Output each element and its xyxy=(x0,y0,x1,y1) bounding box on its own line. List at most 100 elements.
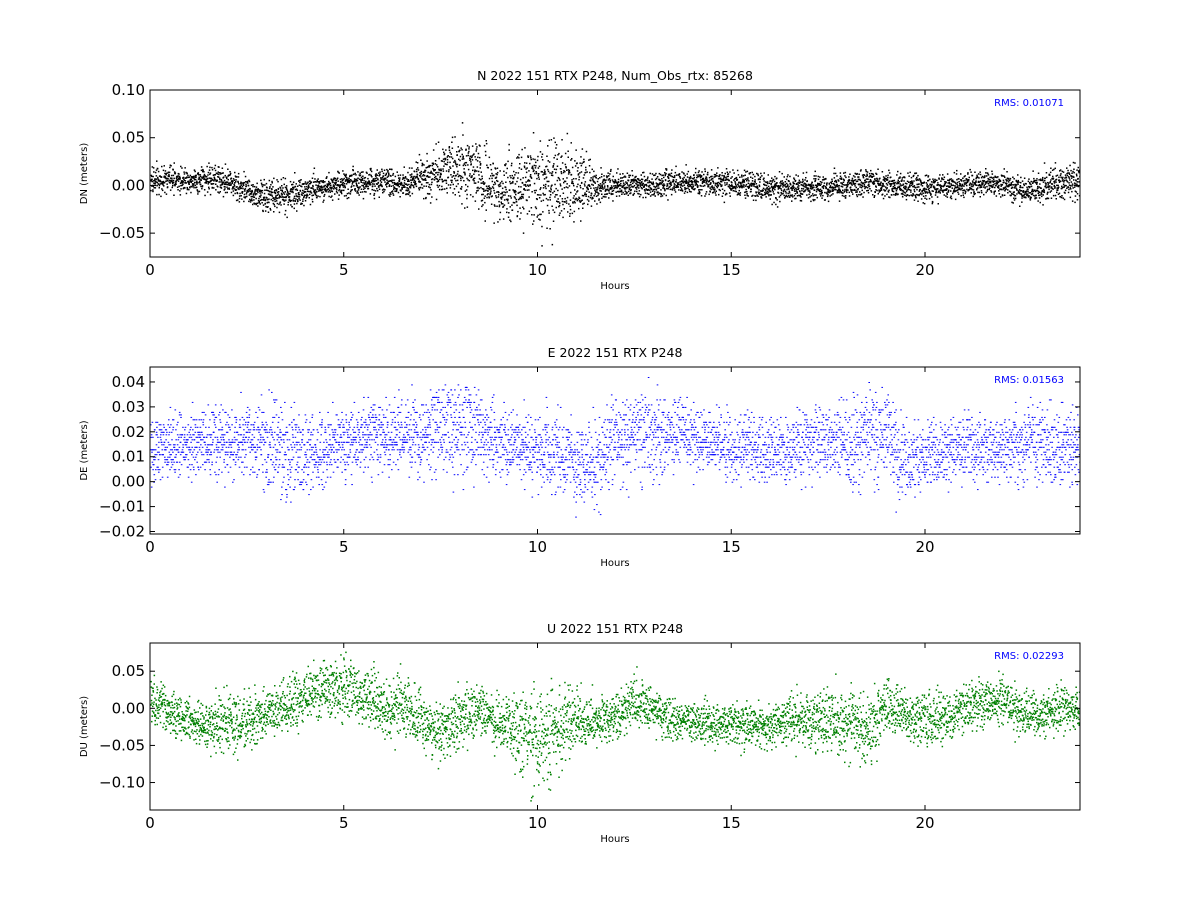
data-point xyxy=(549,191,552,193)
data-point xyxy=(789,183,792,186)
data-point xyxy=(673,185,675,188)
data-point xyxy=(686,191,689,194)
data-point xyxy=(734,190,736,192)
data-point xyxy=(907,188,909,191)
data-point xyxy=(694,171,697,174)
data-point xyxy=(908,181,910,183)
data-point xyxy=(788,188,790,190)
data-point xyxy=(376,177,378,179)
data-point xyxy=(981,175,984,178)
data-point xyxy=(893,182,896,185)
data-point xyxy=(835,184,838,187)
data-point xyxy=(258,201,261,204)
data-point xyxy=(432,178,434,180)
data-point xyxy=(168,171,171,174)
data-point xyxy=(344,176,347,178)
data-point xyxy=(650,181,652,184)
data-point xyxy=(868,176,870,178)
data-point xyxy=(164,176,167,178)
data-point xyxy=(699,184,701,187)
data-point xyxy=(689,175,692,178)
data-point xyxy=(971,174,974,177)
data-point xyxy=(696,174,698,176)
data-point xyxy=(812,198,814,201)
data-point xyxy=(185,182,187,184)
data-point xyxy=(318,190,320,192)
data-point xyxy=(660,189,662,191)
data-point xyxy=(669,185,671,188)
data-point xyxy=(1010,182,1013,184)
data-point xyxy=(207,183,209,185)
data-point xyxy=(231,180,233,182)
data-point xyxy=(607,172,609,174)
data-point xyxy=(959,179,962,181)
data-point xyxy=(422,175,424,177)
data-point xyxy=(665,172,667,175)
data-point xyxy=(1017,183,1019,185)
data-point xyxy=(472,154,475,156)
data-point xyxy=(583,202,585,205)
data-point xyxy=(513,189,515,192)
data-point xyxy=(414,180,417,183)
data-point xyxy=(407,187,409,190)
data-point xyxy=(837,179,839,181)
data-point xyxy=(584,171,587,174)
data-point xyxy=(512,182,514,184)
data-point xyxy=(320,187,322,189)
data-point xyxy=(994,182,996,185)
data-point xyxy=(774,185,777,187)
data-point xyxy=(172,169,174,171)
data-point xyxy=(898,186,901,189)
data-point xyxy=(613,185,615,187)
data-point xyxy=(718,193,720,196)
data-point xyxy=(532,168,534,170)
data-point xyxy=(716,172,718,174)
data-point xyxy=(270,184,272,186)
data-point xyxy=(910,189,912,191)
data-point xyxy=(456,151,458,153)
data-point xyxy=(734,178,736,180)
data-point xyxy=(909,185,911,187)
data-point xyxy=(726,171,729,173)
data-point xyxy=(557,189,559,192)
data-point xyxy=(475,158,477,161)
data-point xyxy=(953,188,956,190)
data-point xyxy=(448,169,450,171)
data-point xyxy=(856,191,858,193)
data-point xyxy=(564,197,566,200)
data-point xyxy=(307,181,309,183)
data-point xyxy=(993,183,995,186)
data-point xyxy=(345,175,347,177)
data-point xyxy=(518,157,520,159)
data-point xyxy=(856,194,858,196)
data-point xyxy=(426,166,429,169)
data-point xyxy=(182,176,185,179)
data-point xyxy=(527,156,529,158)
data-point xyxy=(340,191,343,193)
data-point xyxy=(771,189,774,191)
data-point xyxy=(578,207,580,210)
data-point xyxy=(194,170,196,173)
data-point xyxy=(763,180,765,182)
data-point xyxy=(805,183,807,186)
data-point xyxy=(859,191,861,193)
data-point xyxy=(445,149,447,151)
data-point xyxy=(256,202,259,204)
data-point xyxy=(361,178,364,180)
data-point xyxy=(555,187,557,190)
data-point xyxy=(637,192,639,195)
data-point xyxy=(693,188,695,191)
data-point xyxy=(883,177,886,179)
data-point xyxy=(804,186,807,188)
data-point xyxy=(441,181,444,183)
data-point xyxy=(905,190,908,193)
data-point xyxy=(585,150,588,153)
data-point xyxy=(171,177,173,179)
data-point xyxy=(936,184,939,186)
data-point xyxy=(547,199,549,201)
data-point xyxy=(357,186,360,189)
data-point xyxy=(564,170,566,173)
data-point xyxy=(569,205,571,207)
data-point xyxy=(567,186,569,189)
data-point xyxy=(567,150,569,152)
